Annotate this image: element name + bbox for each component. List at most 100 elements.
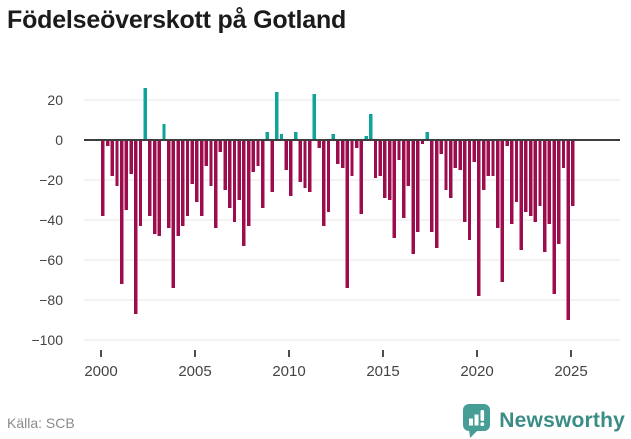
bar [218, 140, 223, 152]
source-note: Källa: SCB [7, 415, 75, 431]
bar [486, 140, 490, 176]
bar [552, 140, 556, 294]
bar [115, 140, 119, 186]
bar [458, 140, 462, 170]
bar [566, 140, 570, 320]
bar [181, 140, 185, 226]
x-tick-label: 2010 [272, 363, 305, 380]
bar [444, 140, 448, 190]
bar [261, 140, 265, 208]
newsworthy-logo[interactable]: Newsworthy [461, 403, 625, 439]
bar [265, 132, 270, 140]
bar [533, 140, 537, 222]
y-tick-label: 20 [47, 92, 63, 108]
bar [463, 140, 467, 222]
bar [345, 140, 349, 288]
bar [317, 140, 321, 148]
y-tick-label: −20 [39, 172, 63, 188]
bar [167, 140, 171, 228]
bar [105, 140, 110, 146]
bar-chart: 20 0 −20 −40 −60 −80 −100 2000 2005 2010 2015 2020 2… [31, 88, 620, 380]
bar [326, 140, 331, 212]
bar [491, 140, 495, 176]
y-tick-label: 0 [55, 132, 63, 148]
bar [152, 140, 157, 234]
bar [110, 140, 114, 176]
x-tick-label: 2000 [84, 363, 117, 380]
bar [157, 140, 161, 236]
bar [120, 140, 124, 284]
bar [561, 140, 566, 168]
bar [331, 134, 335, 140]
bar [148, 140, 152, 216]
x-tick-label: 2005 [178, 363, 211, 380]
bar [528, 140, 533, 216]
bar [402, 140, 406, 218]
bar [557, 140, 561, 244]
bar [199, 140, 204, 216]
y-tick-label: −100 [31, 332, 63, 348]
bar [293, 132, 298, 140]
bar [500, 140, 505, 282]
bar [378, 140, 382, 176]
chart-title: Födelseöverskott på Gotland [7, 6, 347, 34]
x-tick-label: 2015 [366, 363, 399, 380]
bar [171, 140, 176, 288]
bar [162, 124, 166, 140]
bar [481, 140, 486, 190]
bar [270, 140, 274, 192]
bar [195, 140, 199, 202]
bar [101, 140, 105, 216]
bar [232, 140, 237, 222]
bar [364, 136, 368, 140]
bar [298, 140, 302, 182]
x-tick-label: 2020 [460, 363, 493, 380]
bar [519, 140, 523, 250]
bar [340, 140, 345, 168]
bar [359, 140, 364, 214]
newsworthy-logo-text: Newsworthy [499, 409, 625, 432]
bar [355, 140, 359, 148]
bar [369, 114, 373, 140]
bar [308, 140, 312, 192]
bar [251, 140, 255, 172]
bar [392, 140, 396, 238]
bar [477, 140, 481, 296]
bar [275, 92, 279, 140]
bar [514, 140, 519, 202]
bar [322, 140, 326, 226]
x-tick-label: 2025 [554, 363, 587, 380]
bar [289, 140, 293, 196]
bar [373, 140, 378, 178]
bar [406, 140, 411, 186]
bar [237, 140, 241, 200]
bar [449, 140, 453, 198]
bar [543, 140, 547, 252]
bar [336, 140, 340, 164]
bar [214, 140, 218, 228]
bar [453, 140, 458, 168]
bar [350, 140, 354, 176]
bar [312, 94, 317, 140]
bar [138, 140, 143, 226]
bar [223, 140, 227, 190]
bar [228, 140, 232, 208]
bar [242, 140, 246, 246]
bar [246, 140, 251, 226]
bar [256, 140, 260, 166]
y-tick-label: −40 [39, 212, 63, 228]
bar [383, 140, 387, 198]
bar [190, 140, 194, 184]
bar [571, 140, 575, 206]
bar [425, 132, 429, 140]
bar [538, 140, 542, 206]
bar [397, 140, 401, 160]
bar [524, 140, 528, 212]
bar [176, 140, 180, 236]
bar [510, 140, 514, 224]
bar [185, 140, 190, 216]
bar [416, 140, 420, 232]
bar [284, 140, 288, 170]
bar [439, 140, 443, 154]
bar [420, 140, 425, 144]
